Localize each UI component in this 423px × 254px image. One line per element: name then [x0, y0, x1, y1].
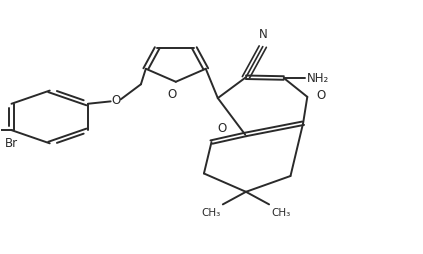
Text: O: O [316, 89, 326, 102]
Text: Br: Br [5, 137, 18, 150]
Text: NH₂: NH₂ [307, 72, 329, 85]
Text: O: O [111, 94, 120, 107]
Text: O: O [167, 88, 176, 101]
Text: CH₃: CH₃ [201, 208, 221, 218]
Text: CH₃: CH₃ [271, 208, 291, 218]
Text: O: O [217, 122, 226, 135]
Text: N: N [258, 28, 267, 41]
